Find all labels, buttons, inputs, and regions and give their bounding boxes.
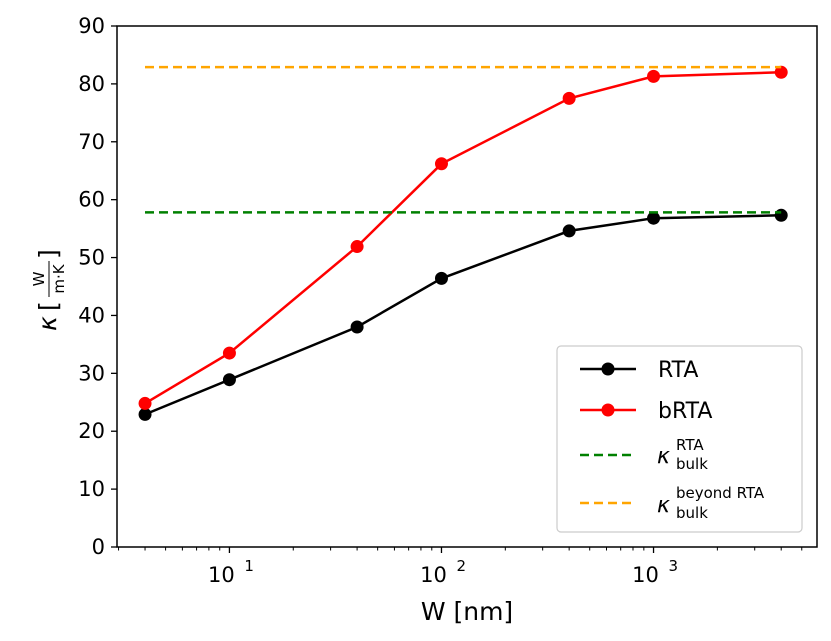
data-point [222, 373, 236, 387]
y-axis-symbol: κ [33, 316, 62, 331]
data-point [434, 157, 448, 171]
legend-label-kbulk-rta-symbol: κ [657, 444, 670, 469]
y-tick-label: 40 [78, 303, 105, 327]
data-point [647, 211, 661, 225]
legend-label-kbulk-rta-sub: bulk [676, 455, 708, 473]
data-point [562, 224, 576, 238]
data-point [350, 240, 364, 254]
legend-label-kbulk-rta-sup: RTA [676, 436, 704, 454]
x-tick-label: 10 [208, 563, 235, 587]
data-point [434, 271, 448, 285]
legend-frame [556, 345, 803, 533]
x-tick-label-exponent: 2 [456, 557, 466, 575]
data-point [562, 91, 576, 105]
y-tick-label: 50 [78, 246, 105, 270]
x-tick-label-exponent: 1 [244, 557, 254, 575]
y-tick-label: 0 [92, 535, 105, 559]
legend-label-kbulk-beyond-sub: bulk [676, 504, 708, 522]
data-point [138, 407, 152, 421]
series-layer [138, 65, 788, 421]
data-point [350, 320, 364, 334]
x-tick-label: 10 [420, 563, 447, 587]
y-tick-label: 10 [78, 477, 105, 501]
data-point [774, 65, 788, 79]
y-axis-bracket-left: [ [34, 301, 63, 311]
y-axis-bracket-right: ] [34, 249, 63, 259]
axis-layer: 0 10 20 30 40 50 60 70 80 90 10 1 10 2 10 3 [78, 14, 803, 587]
legend: RTA bRTA κ RTA bulk κ beyond RTA bulk [556, 345, 803, 533]
legend-label-rta: RTA [658, 358, 698, 383]
data-point [138, 396, 152, 410]
data-point [774, 208, 788, 222]
legend-label-kbulk-beyond-sup: beyond RTA [676, 484, 765, 502]
y-tick-label: 60 [78, 188, 105, 212]
x-tick-label-exponent: 3 [669, 557, 679, 575]
x-axis-label: W [nm] [421, 597, 513, 626]
y-axis-numerator: W [30, 271, 48, 286]
legend-marker-rta-dot [601, 362, 615, 376]
y-tick-label: 80 [78, 72, 105, 96]
y-tick-label: 70 [78, 130, 105, 154]
y-tick-label: 20 [78, 419, 105, 443]
plot-frame [116, 25, 818, 548]
y-tick-label: 30 [78, 361, 105, 385]
data-point [647, 69, 661, 83]
y-axis-label: κ [ W m·K ] [30, 249, 68, 331]
legend-marker-brta-dot [601, 403, 615, 417]
data-point [222, 346, 236, 360]
y-tick-label: 90 [78, 14, 105, 38]
x-tick-label: 10 [632, 563, 659, 587]
legend-label-brta: bRTA [658, 399, 712, 424]
legend-label-kbulk-beyond-symbol: κ [657, 493, 670, 518]
y-axis-denominator: m·K [50, 263, 68, 293]
